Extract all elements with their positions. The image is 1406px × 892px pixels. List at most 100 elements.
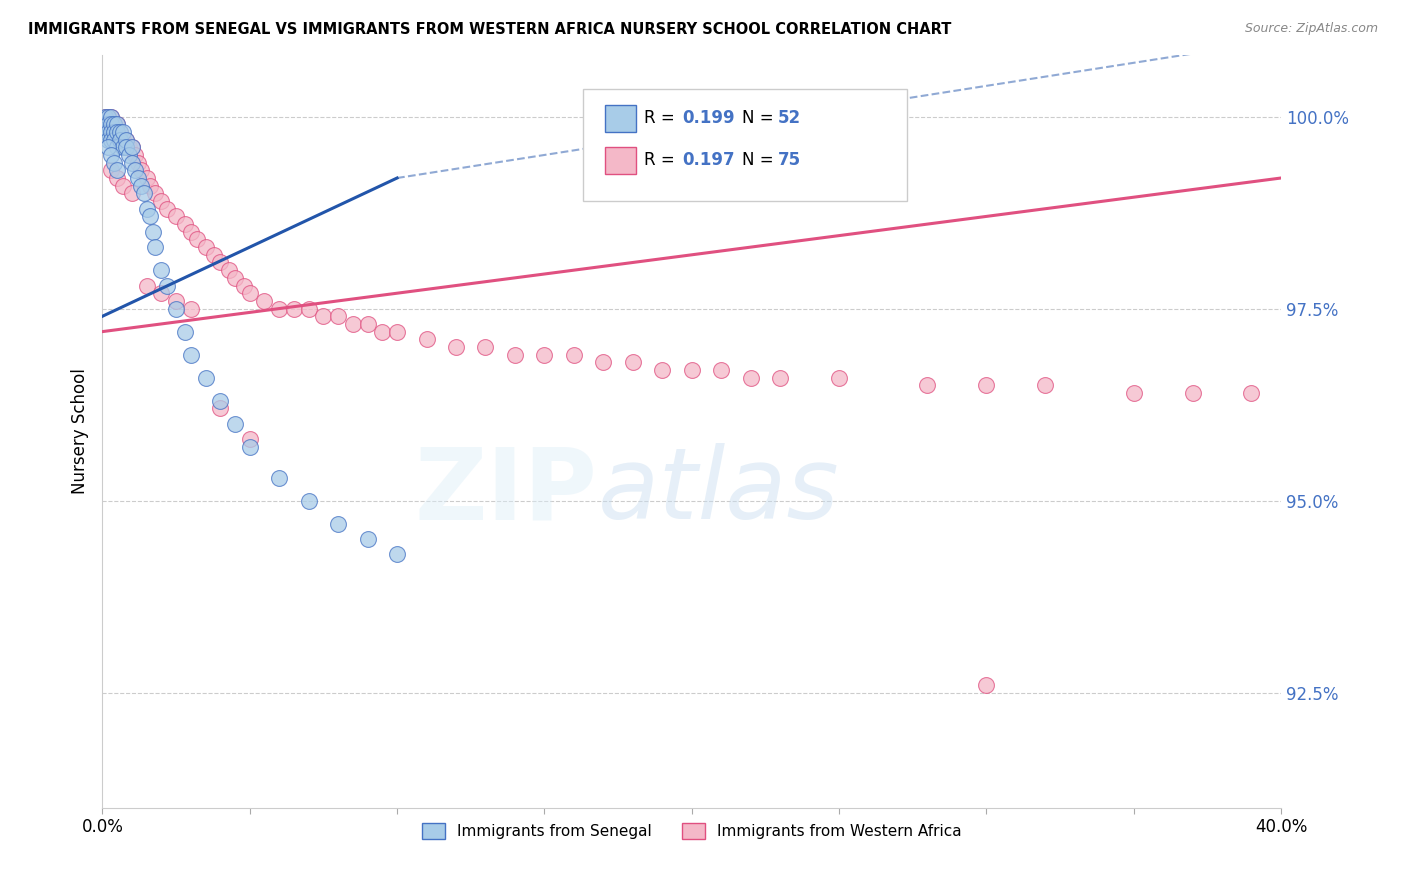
Point <box>356 317 378 331</box>
Point <box>239 432 262 446</box>
Point <box>1181 386 1204 401</box>
Point <box>135 278 157 293</box>
Point <box>194 370 217 384</box>
Point <box>828 370 851 384</box>
Point <box>97 117 120 131</box>
Point <box>97 110 120 124</box>
Point <box>917 378 939 392</box>
Point <box>105 117 128 131</box>
Point <box>150 263 173 277</box>
Point <box>121 140 143 154</box>
Point <box>124 163 146 178</box>
Point <box>100 117 122 131</box>
Point <box>224 417 246 431</box>
Point <box>209 255 232 269</box>
Point <box>105 140 128 154</box>
Point <box>239 286 262 301</box>
Point <box>105 117 128 131</box>
Text: R =: R = <box>644 151 681 169</box>
Point <box>100 133 122 147</box>
Point <box>180 301 202 316</box>
Point <box>135 202 157 216</box>
Point <box>105 163 128 178</box>
Point <box>415 332 437 346</box>
Point <box>681 363 703 377</box>
Point <box>145 186 167 201</box>
Point <box>103 125 125 139</box>
Point <box>105 125 128 139</box>
Point <box>112 140 135 154</box>
Text: ZIP: ZIP <box>415 443 598 541</box>
Point <box>103 117 125 131</box>
Point <box>202 248 225 262</box>
Point <box>112 125 135 139</box>
Point <box>156 202 179 216</box>
Point <box>385 547 408 561</box>
Point <box>218 263 240 277</box>
Point <box>127 155 149 169</box>
Point <box>180 348 202 362</box>
Point <box>97 125 120 139</box>
Point <box>94 110 117 124</box>
Text: IMMIGRANTS FROM SENEGAL VS IMMIGRANTS FROM WESTERN AFRICA NURSERY SCHOOL CORRELA: IMMIGRANTS FROM SENEGAL VS IMMIGRANTS FR… <box>28 22 952 37</box>
Point <box>118 148 141 162</box>
Point <box>115 133 138 147</box>
Point <box>112 133 135 147</box>
Point <box>1122 386 1144 401</box>
Point <box>165 210 187 224</box>
Point <box>232 278 254 293</box>
Point <box>112 178 135 193</box>
Point <box>444 340 467 354</box>
Point <box>165 293 187 308</box>
Point <box>94 125 117 139</box>
Point <box>103 125 125 139</box>
Point <box>651 363 673 377</box>
Point <box>105 171 128 186</box>
Point <box>100 110 122 124</box>
Point <box>298 493 321 508</box>
Point <box>224 270 246 285</box>
Point <box>533 348 555 362</box>
Point <box>129 178 152 193</box>
Point <box>209 401 232 416</box>
Point <box>253 293 276 308</box>
Text: 0.197: 0.197 <box>682 151 734 169</box>
Point <box>121 140 143 154</box>
Point <box>121 186 143 201</box>
Point <box>108 125 131 139</box>
Point <box>621 355 644 369</box>
Point <box>474 340 496 354</box>
Point <box>94 110 117 124</box>
Point <box>710 363 733 377</box>
Point <box>385 325 408 339</box>
Point <box>100 125 122 139</box>
Point <box>239 440 262 454</box>
Point <box>150 194 173 208</box>
Point <box>562 348 585 362</box>
Y-axis label: Nursery School: Nursery School <box>72 368 89 494</box>
Text: atlas: atlas <box>598 443 839 541</box>
Text: N =: N = <box>742 151 779 169</box>
Point <box>103 155 125 169</box>
Point <box>127 171 149 186</box>
Point <box>356 532 378 546</box>
Point <box>108 125 131 139</box>
Point <box>94 117 117 131</box>
Point <box>103 117 125 131</box>
Point <box>592 355 614 369</box>
Point <box>100 148 122 162</box>
Point <box>135 171 157 186</box>
Point <box>174 325 197 339</box>
Point <box>94 117 117 131</box>
Point <box>145 240 167 254</box>
Point <box>283 301 305 316</box>
Point <box>174 217 197 231</box>
Point <box>100 117 122 131</box>
Point <box>97 133 120 147</box>
Point <box>97 117 120 131</box>
Point <box>103 133 125 147</box>
Point <box>194 240 217 254</box>
Point <box>209 393 232 408</box>
Point <box>165 301 187 316</box>
Point <box>100 110 122 124</box>
